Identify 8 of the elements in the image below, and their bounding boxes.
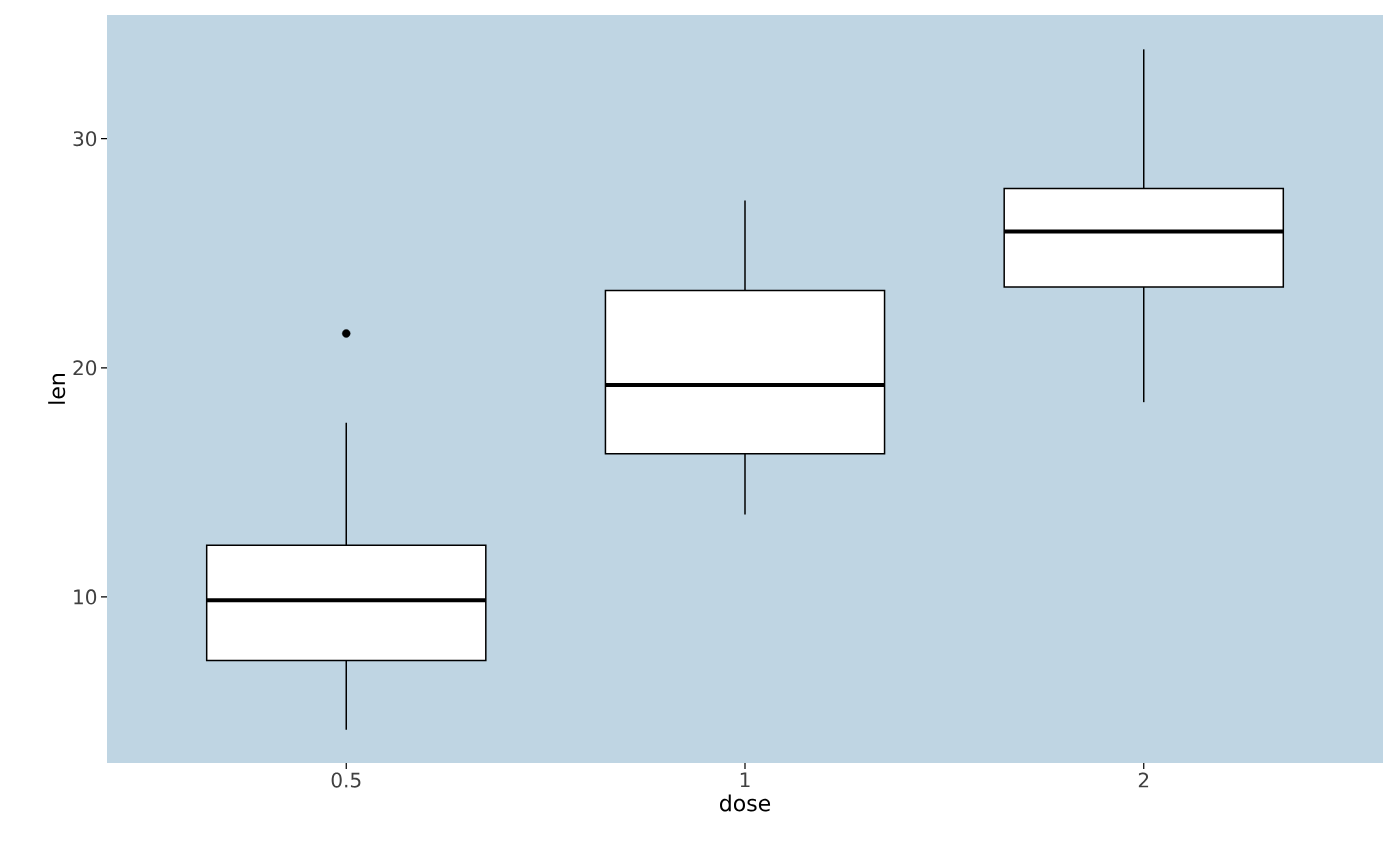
y-tick-label: 20 [73,360,97,376]
x-tick-label: 1 [740,772,750,788]
x-tick-label: 0.5 [331,772,361,788]
y-tick-label: 30 [73,131,97,147]
x-tick-label: 2 [1138,772,1149,788]
y-tick-label: 10 [74,589,97,605]
x-axis-title: dose [720,794,771,812]
y-axis-title: len [48,374,66,404]
